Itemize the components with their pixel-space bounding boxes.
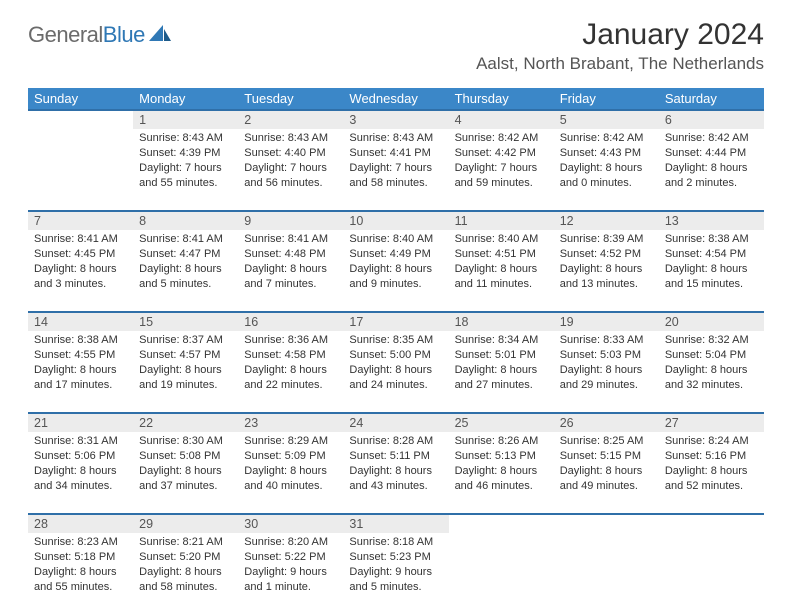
day-cell: Sunrise: 8:43 AMSunset: 4:41 PMDaylight:… [343, 129, 448, 211]
day-number: 14 [28, 312, 133, 331]
day-number [659, 514, 764, 533]
title-block: January 2024 Aalst, North Brabant, The N… [476, 18, 764, 74]
weekday-header: Wednesday [343, 88, 448, 110]
day-cell: Sunrise: 8:35 AMSunset: 5:00 PMDaylight:… [343, 331, 448, 413]
day-cell: Sunrise: 8:41 AMSunset: 4:47 PMDaylight:… [133, 230, 238, 312]
day-cell: Sunrise: 8:40 AMSunset: 4:51 PMDaylight:… [449, 230, 554, 312]
day-cell: Sunrise: 8:21 AMSunset: 5:20 PMDaylight:… [133, 533, 238, 615]
day-number: 28 [28, 514, 133, 533]
day-body-row: Sunrise: 8:41 AMSunset: 4:45 PMDaylight:… [28, 230, 764, 312]
day-number [449, 514, 554, 533]
day-number: 25 [449, 413, 554, 432]
weekday-header-row: Sunday Monday Tuesday Wednesday Thursday… [28, 88, 764, 110]
day-number: 3 [343, 110, 448, 129]
day-number: 30 [238, 514, 343, 533]
day-number: 5 [554, 110, 659, 129]
day-number: 27 [659, 413, 764, 432]
day-cell: Sunrise: 8:38 AMSunset: 4:54 PMDaylight:… [659, 230, 764, 312]
day-cell: Sunrise: 8:41 AMSunset: 4:48 PMDaylight:… [238, 230, 343, 312]
day-cell [554, 533, 659, 615]
logo: General Blue [28, 22, 171, 48]
day-number: 18 [449, 312, 554, 331]
day-number-row: 14151617181920 [28, 312, 764, 331]
day-number [28, 110, 133, 129]
weekday-header: Saturday [659, 88, 764, 110]
day-body-row: Sunrise: 8:38 AMSunset: 4:55 PMDaylight:… [28, 331, 764, 413]
day-cell: Sunrise: 8:42 AMSunset: 4:43 PMDaylight:… [554, 129, 659, 211]
day-number: 15 [133, 312, 238, 331]
day-cell: Sunrise: 8:30 AMSunset: 5:08 PMDaylight:… [133, 432, 238, 514]
day-cell: Sunrise: 8:42 AMSunset: 4:44 PMDaylight:… [659, 129, 764, 211]
day-cell: Sunrise: 8:34 AMSunset: 5:01 PMDaylight:… [449, 331, 554, 413]
day-cell [659, 533, 764, 615]
day-number: 6 [659, 110, 764, 129]
weekday-header: Friday [554, 88, 659, 110]
day-number: 16 [238, 312, 343, 331]
calendar-table: Sunday Monday Tuesday Wednesday Thursday… [28, 88, 764, 615]
day-number: 21 [28, 413, 133, 432]
day-number: 7 [28, 211, 133, 230]
header: General Blue January 2024 Aalst, North B… [28, 18, 764, 74]
day-number-row: 21222324252627 [28, 413, 764, 432]
day-body-row: Sunrise: 8:23 AMSunset: 5:18 PMDaylight:… [28, 533, 764, 615]
day-number: 20 [659, 312, 764, 331]
day-cell: Sunrise: 8:32 AMSunset: 5:04 PMDaylight:… [659, 331, 764, 413]
day-number: 9 [238, 211, 343, 230]
day-cell: Sunrise: 8:39 AMSunset: 4:52 PMDaylight:… [554, 230, 659, 312]
day-number: 11 [449, 211, 554, 230]
logo-text-blue: Blue [103, 22, 145, 48]
day-cell: Sunrise: 8:31 AMSunset: 5:06 PMDaylight:… [28, 432, 133, 514]
day-cell: Sunrise: 8:23 AMSunset: 5:18 PMDaylight:… [28, 533, 133, 615]
day-number: 23 [238, 413, 343, 432]
location: Aalst, North Brabant, The Netherlands [476, 54, 764, 74]
day-cell: Sunrise: 8:28 AMSunset: 5:11 PMDaylight:… [343, 432, 448, 514]
day-cell: Sunrise: 8:20 AMSunset: 5:22 PMDaylight:… [238, 533, 343, 615]
day-number: 19 [554, 312, 659, 331]
day-cell: Sunrise: 8:36 AMSunset: 4:58 PMDaylight:… [238, 331, 343, 413]
day-number: 8 [133, 211, 238, 230]
day-cell: Sunrise: 8:25 AMSunset: 5:15 PMDaylight:… [554, 432, 659, 514]
day-number: 13 [659, 211, 764, 230]
day-cell: Sunrise: 8:40 AMSunset: 4:49 PMDaylight:… [343, 230, 448, 312]
day-cell: Sunrise: 8:38 AMSunset: 4:55 PMDaylight:… [28, 331, 133, 413]
logo-text-general: General [28, 22, 103, 48]
logo-sail-icon [149, 25, 171, 48]
day-cell: Sunrise: 8:37 AMSunset: 4:57 PMDaylight:… [133, 331, 238, 413]
day-cell: Sunrise: 8:29 AMSunset: 5:09 PMDaylight:… [238, 432, 343, 514]
day-cell: Sunrise: 8:26 AMSunset: 5:13 PMDaylight:… [449, 432, 554, 514]
day-cell [28, 129, 133, 211]
day-cell [449, 533, 554, 615]
day-number: 29 [133, 514, 238, 533]
day-number: 2 [238, 110, 343, 129]
day-number: 10 [343, 211, 448, 230]
day-cell: Sunrise: 8:42 AMSunset: 4:42 PMDaylight:… [449, 129, 554, 211]
day-body-row: Sunrise: 8:31 AMSunset: 5:06 PMDaylight:… [28, 432, 764, 514]
day-number: 17 [343, 312, 448, 331]
day-number: 26 [554, 413, 659, 432]
day-cell: Sunrise: 8:41 AMSunset: 4:45 PMDaylight:… [28, 230, 133, 312]
weekday-header: Tuesday [238, 88, 343, 110]
day-number: 1 [133, 110, 238, 129]
day-number-row: 78910111213 [28, 211, 764, 230]
day-number: 12 [554, 211, 659, 230]
day-body-row: Sunrise: 8:43 AMSunset: 4:39 PMDaylight:… [28, 129, 764, 211]
day-number-row: 123456 [28, 110, 764, 129]
day-cell: Sunrise: 8:24 AMSunset: 5:16 PMDaylight:… [659, 432, 764, 514]
day-number: 24 [343, 413, 448, 432]
weekday-header: Sunday [28, 88, 133, 110]
day-number [554, 514, 659, 533]
day-number: 4 [449, 110, 554, 129]
month-title: January 2024 [476, 18, 764, 52]
day-cell: Sunrise: 8:43 AMSunset: 4:39 PMDaylight:… [133, 129, 238, 211]
day-number-row: 28293031 [28, 514, 764, 533]
weekday-header: Thursday [449, 88, 554, 110]
day-cell: Sunrise: 8:33 AMSunset: 5:03 PMDaylight:… [554, 331, 659, 413]
weekday-header: Monday [133, 88, 238, 110]
day-cell: Sunrise: 8:18 AMSunset: 5:23 PMDaylight:… [343, 533, 448, 615]
day-cell: Sunrise: 8:43 AMSunset: 4:40 PMDaylight:… [238, 129, 343, 211]
day-number: 22 [133, 413, 238, 432]
day-number: 31 [343, 514, 448, 533]
